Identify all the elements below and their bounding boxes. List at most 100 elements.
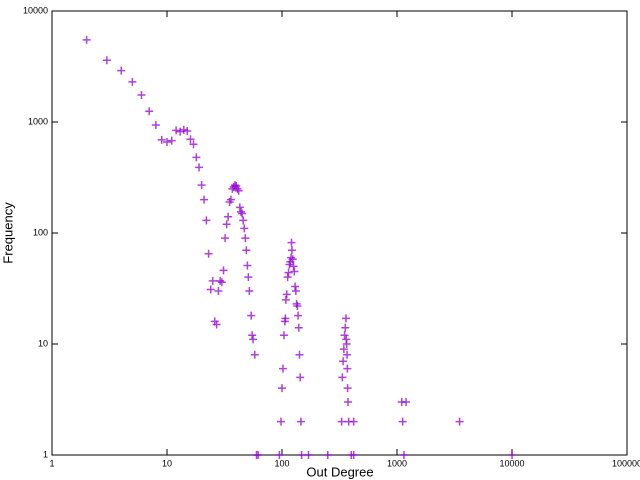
point xyxy=(236,207,245,216)
point xyxy=(287,253,296,262)
point xyxy=(221,234,230,243)
x-tick-label: 100000 xyxy=(612,458,640,468)
point xyxy=(226,195,235,204)
point xyxy=(287,238,296,247)
y-tick-label: 10 xyxy=(38,338,48,348)
point xyxy=(239,216,248,225)
point xyxy=(117,66,126,75)
point xyxy=(338,373,347,382)
point xyxy=(341,323,350,332)
point xyxy=(296,417,305,426)
point xyxy=(254,451,263,459)
point xyxy=(234,186,243,195)
point xyxy=(339,345,348,354)
point xyxy=(172,126,181,135)
point xyxy=(289,262,298,271)
plot-frame xyxy=(51,10,628,456)
point xyxy=(282,290,291,299)
point xyxy=(291,282,300,291)
point xyxy=(281,314,290,323)
point xyxy=(102,56,111,65)
point xyxy=(349,417,358,426)
point xyxy=(217,278,226,287)
point xyxy=(323,451,332,459)
point xyxy=(344,398,353,407)
point xyxy=(238,209,247,218)
point xyxy=(247,311,256,320)
x-tick-label: 10 xyxy=(162,458,172,468)
point xyxy=(243,261,252,270)
point xyxy=(294,311,303,320)
point xyxy=(278,364,287,373)
point xyxy=(250,350,259,359)
point xyxy=(163,138,171,147)
point xyxy=(200,195,209,204)
point xyxy=(283,273,292,282)
point xyxy=(304,451,313,459)
point xyxy=(343,350,352,359)
point xyxy=(399,451,408,459)
point xyxy=(216,276,225,285)
x-axis-title: Out Degree xyxy=(306,464,373,479)
point xyxy=(339,357,348,366)
point xyxy=(398,417,407,426)
point xyxy=(240,224,249,233)
point xyxy=(179,125,188,134)
point xyxy=(295,350,304,359)
point xyxy=(195,163,204,172)
point xyxy=(222,220,231,229)
point xyxy=(235,203,244,212)
x-tick-label: 100 xyxy=(274,458,289,468)
point xyxy=(242,246,251,255)
point xyxy=(241,234,250,243)
point xyxy=(279,331,288,340)
point xyxy=(137,91,146,100)
point xyxy=(340,331,349,340)
point xyxy=(294,323,303,332)
point xyxy=(128,77,137,86)
point xyxy=(290,267,299,276)
point xyxy=(276,417,285,426)
point xyxy=(157,135,166,144)
point xyxy=(167,136,176,145)
point xyxy=(455,417,464,426)
point xyxy=(151,120,160,129)
point xyxy=(145,107,154,116)
point xyxy=(281,295,290,304)
point xyxy=(206,285,215,294)
point xyxy=(197,181,206,190)
point xyxy=(508,451,516,459)
point xyxy=(342,340,351,348)
point xyxy=(341,314,350,323)
point xyxy=(192,153,201,162)
point xyxy=(402,398,411,407)
point xyxy=(214,287,223,296)
point xyxy=(176,127,185,136)
point xyxy=(343,384,352,393)
point xyxy=(186,135,195,144)
point xyxy=(245,287,254,296)
x-tick-label: 1000 xyxy=(387,458,407,468)
y-tick-label: 100 xyxy=(33,227,48,237)
point xyxy=(293,301,302,310)
point xyxy=(189,140,198,149)
point xyxy=(82,35,91,44)
point xyxy=(291,287,300,296)
x-tick-label: 1 xyxy=(49,458,54,468)
point xyxy=(224,212,233,221)
point xyxy=(249,335,258,344)
point xyxy=(212,320,221,329)
y-tick-label: 1 xyxy=(43,449,48,459)
point xyxy=(248,331,257,340)
point xyxy=(202,216,211,225)
point xyxy=(278,384,286,393)
point xyxy=(204,249,213,258)
point xyxy=(296,373,305,382)
point xyxy=(297,451,306,459)
point xyxy=(275,451,284,459)
point xyxy=(337,417,346,426)
point xyxy=(343,364,352,373)
point xyxy=(219,266,228,275)
y-axis-title: Frequency xyxy=(0,202,15,264)
point xyxy=(349,451,358,459)
